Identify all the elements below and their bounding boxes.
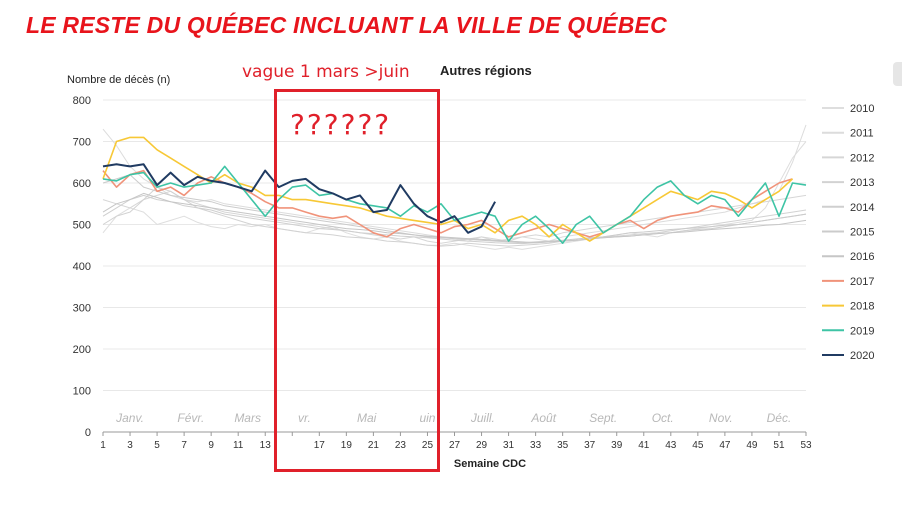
- y-axis-title: Nombre de décès (n): [67, 74, 171, 86]
- x-tick-label: 23: [395, 440, 407, 451]
- legend-item-2015: 2015: [822, 227, 874, 239]
- y-tick-label: 800: [73, 95, 91, 107]
- x-tick-label: 25: [422, 440, 434, 451]
- legend: 2010 2011 2012 2013 2014 2015 2016 2017 2018 2019…: [822, 103, 874, 362]
- month-labels: Janv. Févr. Mars vr. Mai uin Juill. Août Sept. Oc…: [115, 411, 791, 425]
- legend-item-2019: 2019: [822, 325, 874, 337]
- legend-item-2012: 2012: [822, 152, 874, 164]
- y-tick-label: 700: [73, 137, 91, 149]
- x-tick-label: 53: [800, 440, 812, 451]
- x-tick-label: 17: [314, 440, 326, 451]
- month-label: vr.: [298, 411, 311, 425]
- legend-label: 2015: [850, 227, 874, 239]
- y-tick-label: 0: [85, 427, 91, 439]
- month-label: Févr.: [177, 411, 204, 425]
- legend-label: 2018: [850, 301, 874, 313]
- series-line-2019: [102, 165, 807, 244]
- question-marks: ??????: [290, 108, 392, 141]
- month-label: Juill.: [470, 411, 495, 425]
- legend-item-2013: 2013: [822, 177, 874, 189]
- chart-title: Autres régions: [440, 63, 532, 78]
- grid-lines: [103, 99, 806, 433]
- month-label: Mai: [357, 411, 377, 425]
- y-tick-label: 500: [73, 220, 91, 232]
- legend-item-2017: 2017: [822, 276, 874, 288]
- x-tick-label: 31: [503, 440, 515, 451]
- x-tick-label: 3: [127, 440, 133, 451]
- legend-label: 2020: [850, 350, 874, 362]
- x-tick-label: 27: [449, 440, 461, 451]
- y-tick-label: 400: [73, 261, 91, 273]
- month-label: Déc.: [767, 411, 792, 425]
- legend-item-2020: 2020: [822, 350, 874, 362]
- x-tick-label: 29: [476, 440, 488, 451]
- legend-item-2016: 2016: [822, 251, 874, 263]
- x-tick-label: 19: [341, 440, 353, 451]
- legend-item-2011: 2011: [822, 128, 874, 140]
- series-line-2018: [102, 136, 794, 242]
- scrollbar[interactable]: [893, 62, 902, 86]
- legend-label: 2019: [850, 325, 874, 337]
- x-tick-label: 35: [557, 440, 569, 451]
- legend-item-2018: 2018: [822, 301, 874, 313]
- series-line-2014: [102, 194, 807, 245]
- month-label: Janv.: [115, 411, 144, 425]
- x-tick-label: 9: [208, 440, 214, 451]
- legend-item-2014: 2014: [822, 202, 874, 214]
- month-label: Oct.: [652, 411, 674, 425]
- legend-label: 2017: [850, 276, 874, 288]
- highlight-box: [274, 89, 440, 472]
- legend-label: 2011: [850, 128, 874, 140]
- x-tick-label: 33: [530, 440, 542, 451]
- y-tick-label: 100: [73, 386, 91, 398]
- x-tick-label: 39: [611, 440, 623, 451]
- series-line-2015: [102, 174, 807, 244]
- series-line-2010: [102, 141, 807, 250]
- series-line-2020: [102, 163, 496, 234]
- x-tick-label: 41: [638, 440, 650, 451]
- x-tick-label: 7: [181, 440, 187, 451]
- x-tick-label: 1: [100, 440, 106, 451]
- x-tick-label: 5: [154, 440, 160, 451]
- x-tick-label: 45: [692, 440, 704, 451]
- y-tick-label: 200: [73, 344, 91, 356]
- series-line-2016: [102, 192, 807, 244]
- x-axis-title: Semaine CDC: [454, 458, 526, 470]
- x-axis-ticks: 1 3 5 7 9 11 13 17 19 21 23 25 27 29 31 33 35 37 39 41 43 45 4…: [100, 432, 812, 451]
- month-label: uin: [419, 411, 435, 425]
- legend-item-2010: 2010: [822, 103, 874, 115]
- y-axis-ticks: 0 100 200 300 400 500 600 700 800: [73, 95, 91, 439]
- month-label: Sept.: [589, 411, 617, 425]
- legend-label: 2014: [850, 202, 874, 214]
- series-line-2017: [102, 169, 793, 238]
- x-tick-label: 43: [665, 440, 677, 451]
- page-headline: LE RESTE DU QUÉBEC INCLUANT LA VILLE DE …: [26, 12, 667, 38]
- y-tick-label: 300: [73, 303, 91, 315]
- x-tick-label: 13: [260, 440, 272, 451]
- x-tick-label: 51: [773, 440, 785, 451]
- month-label: Nov.: [709, 411, 733, 425]
- y-tick-label: 600: [73, 178, 91, 190]
- legend-label: 2012: [850, 152, 874, 164]
- wave-annotation: vague 1 mars >juin: [242, 62, 410, 82]
- x-tick-label: 21: [368, 440, 380, 451]
- month-label: Mars: [234, 411, 261, 425]
- series-lines: [102, 124, 807, 250]
- x-tick-label: 11: [233, 440, 244, 451]
- x-tick-label: 37: [584, 440, 596, 451]
- x-tick-label: 47: [719, 440, 731, 451]
- legend-label: 2016: [850, 251, 874, 263]
- x-tick-label: 49: [746, 440, 758, 451]
- legend-label: 2013: [850, 177, 874, 189]
- month-label: Août: [530, 411, 556, 425]
- legend-label: 2010: [850, 103, 874, 115]
